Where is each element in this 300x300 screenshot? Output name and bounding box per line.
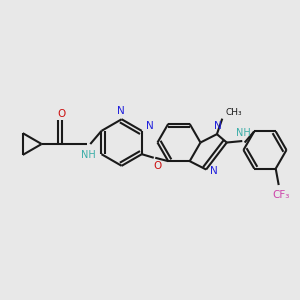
Text: N: N	[214, 121, 221, 131]
Text: O: O	[58, 109, 66, 118]
Text: CF₃: CF₃	[272, 190, 290, 200]
Text: CH₃: CH₃	[225, 108, 242, 117]
Text: NH: NH	[236, 128, 251, 138]
Text: N: N	[146, 122, 154, 131]
Text: O: O	[153, 161, 161, 171]
Text: NH: NH	[80, 150, 95, 161]
Text: N: N	[210, 166, 218, 176]
Text: N: N	[117, 106, 124, 116]
